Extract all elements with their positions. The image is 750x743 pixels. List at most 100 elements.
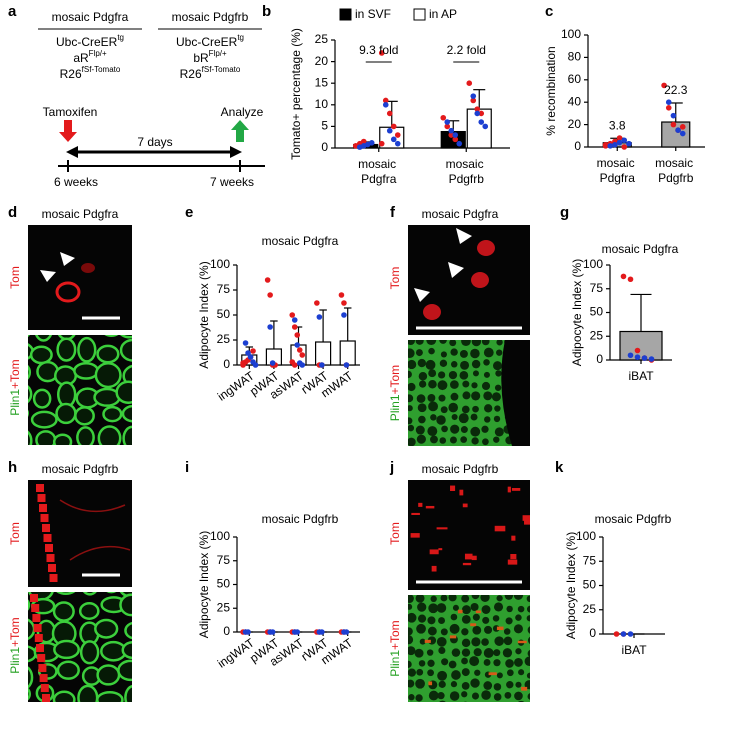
droplet xyxy=(470,678,480,688)
data-point xyxy=(296,347,303,353)
y-tick-label: 75 xyxy=(583,553,597,567)
arrow-green xyxy=(231,120,249,142)
data-point xyxy=(247,354,254,360)
data-point xyxy=(627,352,634,359)
cell-red xyxy=(36,644,44,652)
droplet xyxy=(409,445,413,446)
droplet xyxy=(439,437,447,444)
droplet xyxy=(513,624,523,634)
droplet xyxy=(527,626,530,634)
droplet xyxy=(438,371,446,379)
arrowhead xyxy=(448,262,464,278)
data-point xyxy=(299,352,306,358)
droplet xyxy=(438,646,446,655)
data-point xyxy=(444,123,451,130)
process-red xyxy=(418,502,423,507)
y-tick-label: 0 xyxy=(574,139,581,153)
droplet xyxy=(528,703,535,710)
x-tick-label: mosaic Pdgfra xyxy=(597,156,638,185)
cell-red xyxy=(37,494,46,502)
data-point xyxy=(470,93,477,99)
micrograph xyxy=(408,595,535,710)
cell-red xyxy=(37,654,46,662)
droplet xyxy=(483,391,493,401)
droplet xyxy=(494,405,501,412)
droplet xyxy=(427,616,436,625)
panel-label: e xyxy=(185,204,193,221)
cell-red xyxy=(45,544,53,552)
panel-label: h xyxy=(8,459,17,476)
droplet xyxy=(470,602,479,611)
data-point xyxy=(613,631,620,637)
chart-title: mosaic Pdgfrb xyxy=(595,512,672,526)
data-point xyxy=(343,629,350,635)
droplet xyxy=(471,595,480,600)
y-axis-label: Adipocyte Index (%) xyxy=(570,259,584,366)
x-tick-label: iBAT xyxy=(621,643,647,657)
y-tick-label: 25 xyxy=(583,602,597,616)
data-point xyxy=(661,82,667,89)
droplet xyxy=(469,656,480,667)
value-label: 3.8 xyxy=(609,118,626,132)
droplet xyxy=(440,406,448,414)
panel-label: f xyxy=(390,204,396,221)
label-line: mosaic xyxy=(446,157,487,171)
y-tick-label: 0 xyxy=(596,352,603,366)
y-tick-label: 50 xyxy=(217,307,231,321)
droplet xyxy=(425,359,436,370)
process-red xyxy=(522,515,530,521)
channel-green: Plin1 xyxy=(8,389,22,416)
droplet xyxy=(459,371,469,380)
panel-label: c xyxy=(545,3,553,20)
data-point xyxy=(289,312,296,318)
droplet xyxy=(451,670,461,680)
droplet xyxy=(427,626,437,636)
data-point xyxy=(267,292,273,298)
micrograph xyxy=(408,225,530,335)
allele: R26fSf-Tomato xyxy=(180,65,241,81)
droplet xyxy=(495,370,502,377)
droplet xyxy=(526,595,530,603)
cell-red xyxy=(48,564,56,572)
y-tick-label: 25 xyxy=(590,328,604,342)
droplet xyxy=(451,450,458,457)
cell xyxy=(28,343,34,360)
droplet xyxy=(450,361,458,368)
micrograph xyxy=(28,480,132,587)
droplet xyxy=(482,616,490,624)
label-line: mosaic xyxy=(655,156,696,170)
droplet xyxy=(449,691,460,701)
droplet xyxy=(426,446,435,455)
channel-label: Tom xyxy=(8,266,22,289)
droplet xyxy=(408,595,414,604)
droplet xyxy=(450,703,457,710)
droplet xyxy=(428,690,439,701)
droplet xyxy=(497,447,503,453)
droplet xyxy=(493,693,502,701)
droplet xyxy=(408,646,416,656)
droplet xyxy=(493,361,503,371)
droplet xyxy=(408,405,413,412)
data-point xyxy=(341,312,347,318)
droplet xyxy=(416,434,426,444)
y-tick-label: 40 xyxy=(568,94,582,108)
allele: bRFlp/+ xyxy=(193,49,227,65)
y-tick-label: 100 xyxy=(561,27,581,41)
droplet xyxy=(470,426,481,437)
channel-label: Plin1+Tom xyxy=(388,365,402,421)
data-point xyxy=(627,276,634,283)
droplet xyxy=(503,636,513,646)
process-red xyxy=(459,489,464,496)
channel-red: +Tom xyxy=(388,620,402,650)
data-point xyxy=(316,314,323,320)
panel-label: b xyxy=(262,3,271,20)
cell-red xyxy=(32,614,41,622)
data-point xyxy=(444,119,451,125)
data-point xyxy=(621,144,628,150)
droplet xyxy=(448,402,459,413)
data-point xyxy=(670,112,677,119)
data-point xyxy=(338,292,345,298)
droplet xyxy=(418,372,428,381)
droplet xyxy=(461,605,471,615)
